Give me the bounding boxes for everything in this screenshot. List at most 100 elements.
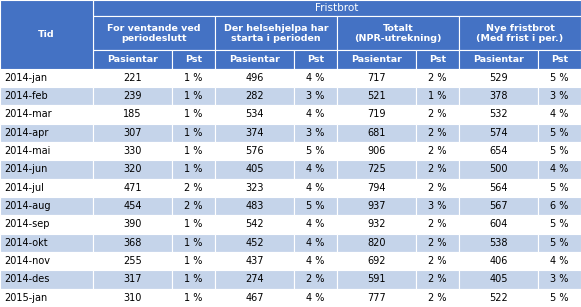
Text: 5 %: 5 % xyxy=(550,238,569,248)
Text: 2014-des: 2014-des xyxy=(5,274,50,285)
Text: 310: 310 xyxy=(124,293,142,303)
Bar xyxy=(172,160,215,179)
Bar xyxy=(172,270,215,289)
Bar xyxy=(0,234,93,252)
Bar xyxy=(93,234,172,252)
Text: 2 %: 2 % xyxy=(428,238,447,248)
Text: 5 %: 5 % xyxy=(550,73,569,83)
Text: 1 %: 1 % xyxy=(185,238,203,248)
Text: Nye fristbrot
(Med frist i per.): Nye fristbrot (Med frist i per.) xyxy=(476,24,564,43)
Text: 1 %: 1 % xyxy=(185,165,203,174)
Text: 2 %: 2 % xyxy=(428,165,447,174)
Bar xyxy=(538,270,581,289)
Text: 6 %: 6 % xyxy=(550,201,569,211)
Bar xyxy=(459,160,538,179)
Text: 3 %: 3 % xyxy=(550,91,569,101)
Bar xyxy=(172,179,215,197)
Bar xyxy=(0,0,93,16)
Bar xyxy=(0,50,93,69)
Bar xyxy=(172,234,215,252)
Text: 2 %: 2 % xyxy=(428,146,447,156)
Text: 3 %: 3 % xyxy=(306,91,325,101)
Bar xyxy=(172,252,215,270)
Bar xyxy=(294,124,337,142)
Bar xyxy=(172,289,215,307)
Bar xyxy=(93,160,172,179)
Bar xyxy=(0,160,93,179)
Text: 1 %: 1 % xyxy=(185,274,203,285)
Bar xyxy=(215,124,294,142)
Bar xyxy=(215,234,294,252)
Bar xyxy=(215,160,294,179)
Bar xyxy=(93,124,172,142)
Bar xyxy=(337,179,416,197)
Bar xyxy=(294,50,337,69)
Bar xyxy=(93,215,172,234)
Text: 2 %: 2 % xyxy=(428,110,447,119)
Bar xyxy=(416,87,459,105)
Text: 274: 274 xyxy=(245,274,264,285)
Text: 1 %: 1 % xyxy=(185,91,203,101)
Bar xyxy=(459,289,538,307)
Bar xyxy=(294,87,337,105)
Bar xyxy=(172,87,215,105)
Text: 937: 937 xyxy=(367,201,386,211)
Text: 725: 725 xyxy=(367,165,386,174)
Text: 2 %: 2 % xyxy=(428,274,447,285)
Bar xyxy=(459,270,538,289)
Bar xyxy=(294,252,337,270)
Bar xyxy=(0,69,93,87)
Bar xyxy=(337,215,416,234)
Bar xyxy=(172,105,215,124)
Text: 4 %: 4 % xyxy=(306,238,325,248)
Text: 452: 452 xyxy=(245,238,264,248)
Text: 5 %: 5 % xyxy=(550,183,569,193)
Text: Pasientar: Pasientar xyxy=(473,55,524,64)
Text: 1 %: 1 % xyxy=(428,91,447,101)
Bar xyxy=(538,105,581,124)
Text: 2014-aug: 2014-aug xyxy=(5,201,51,211)
Bar xyxy=(172,215,215,234)
Bar xyxy=(459,179,538,197)
Text: 1 %: 1 % xyxy=(185,256,203,266)
Text: 538: 538 xyxy=(489,238,508,248)
Bar xyxy=(215,105,294,124)
Text: 521: 521 xyxy=(367,91,386,101)
Bar xyxy=(416,215,459,234)
Text: 576: 576 xyxy=(245,146,264,156)
Text: 4 %: 4 % xyxy=(306,293,325,303)
Text: 483: 483 xyxy=(245,201,264,211)
Text: Fristbrot: Fristbrot xyxy=(315,3,359,13)
Bar xyxy=(0,270,93,289)
Bar xyxy=(215,87,294,105)
Text: 374: 374 xyxy=(245,128,264,138)
Text: 1 %: 1 % xyxy=(185,73,203,83)
Bar xyxy=(459,69,538,87)
Text: 378: 378 xyxy=(489,91,508,101)
Bar xyxy=(93,16,215,50)
Bar xyxy=(459,87,538,105)
Bar xyxy=(215,252,294,270)
Bar xyxy=(93,197,172,215)
Bar xyxy=(459,105,538,124)
Bar xyxy=(416,50,459,69)
Text: 567: 567 xyxy=(489,201,508,211)
Bar xyxy=(538,179,581,197)
Bar xyxy=(538,215,581,234)
Bar xyxy=(215,16,337,50)
Bar xyxy=(459,197,538,215)
Text: Pst: Pst xyxy=(185,55,202,64)
Bar xyxy=(294,234,337,252)
Text: 534: 534 xyxy=(245,110,264,119)
Text: 820: 820 xyxy=(367,238,386,248)
Bar xyxy=(538,69,581,87)
Text: 467: 467 xyxy=(245,293,264,303)
Text: 794: 794 xyxy=(367,183,386,193)
Text: 4 %: 4 % xyxy=(550,165,569,174)
Text: 5 %: 5 % xyxy=(550,146,569,156)
Text: 719: 719 xyxy=(367,110,386,119)
Bar xyxy=(0,16,93,50)
Bar xyxy=(416,252,459,270)
Bar xyxy=(337,50,416,69)
Bar xyxy=(459,50,538,69)
